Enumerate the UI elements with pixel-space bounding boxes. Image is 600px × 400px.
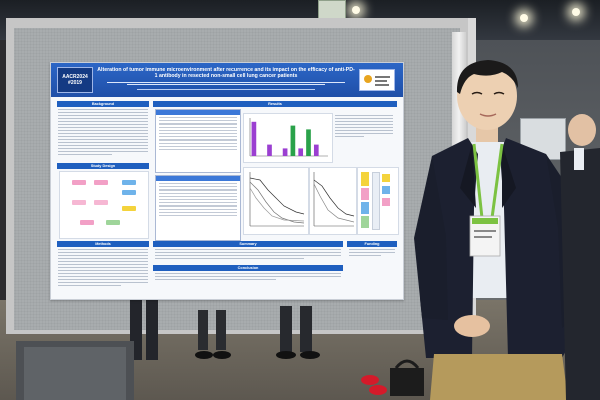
hanging-sign xyxy=(318,0,346,20)
methods-section-header: Methods xyxy=(57,241,149,247)
poster-header: AACR2024 #2019 Alteration of tumor immun… xyxy=(51,63,403,97)
results-section-header: Results xyxy=(153,101,397,107)
conclusion-text xyxy=(155,273,341,282)
background-person-right xyxy=(560,114,600,400)
poster-title: Alteration of tumor immune microenvironm… xyxy=(97,67,355,80)
survival-curve-plot xyxy=(243,167,309,235)
funding-text xyxy=(349,249,395,258)
bar-chart xyxy=(243,113,333,163)
research-poster: AACR2024 #2019 Alteration of tumor immun… xyxy=(50,62,404,300)
presenter-hands xyxy=(454,315,490,337)
chair xyxy=(16,341,134,400)
ceiling-light xyxy=(352,6,360,14)
results-table-1 xyxy=(155,109,241,173)
presenter-left-arm xyxy=(414,156,448,320)
badge-line-2: #2019 xyxy=(68,80,82,86)
summary-section-header: Summary xyxy=(153,241,343,247)
presenter-trousers xyxy=(430,354,568,400)
background-people-legs xyxy=(130,300,320,360)
poster-authors xyxy=(97,81,355,86)
chart-bar xyxy=(298,148,304,156)
ceiling-light xyxy=(572,8,580,16)
institution-logo xyxy=(359,69,395,91)
red-shoes-and-bag xyxy=(361,359,424,396)
badge-line-1: AACR2024 xyxy=(62,74,88,80)
poster-affiliations xyxy=(97,88,355,91)
funding-section-header: Funding xyxy=(347,241,397,247)
bar-chart-svg xyxy=(249,118,328,157)
chart-bar xyxy=(306,129,311,156)
study-design-diagram xyxy=(59,171,149,239)
background-section-header: Background xyxy=(57,101,149,107)
conclusion-section-header: Conclusion xyxy=(153,265,343,271)
results-table-2 xyxy=(155,175,241,241)
chart-bar xyxy=(267,144,272,156)
chart-bar xyxy=(282,148,288,156)
presenter-hair xyxy=(456,60,518,94)
chart-notes xyxy=(335,115,393,139)
ceiling-light xyxy=(520,14,528,22)
lanyard xyxy=(472,143,484,219)
survival-curve-plot-2 xyxy=(309,167,357,235)
methods-text xyxy=(58,249,148,288)
chart-bar xyxy=(313,144,319,156)
summary-text xyxy=(155,249,341,261)
study-design-section-header: Study Design xyxy=(57,163,149,169)
poster-badge: AACR2024 #2019 xyxy=(57,67,93,93)
presenter-face xyxy=(457,62,517,130)
chart-bar xyxy=(290,125,296,156)
background-text xyxy=(58,109,148,157)
chart-bar xyxy=(251,121,257,156)
stacked-figure xyxy=(357,167,399,235)
